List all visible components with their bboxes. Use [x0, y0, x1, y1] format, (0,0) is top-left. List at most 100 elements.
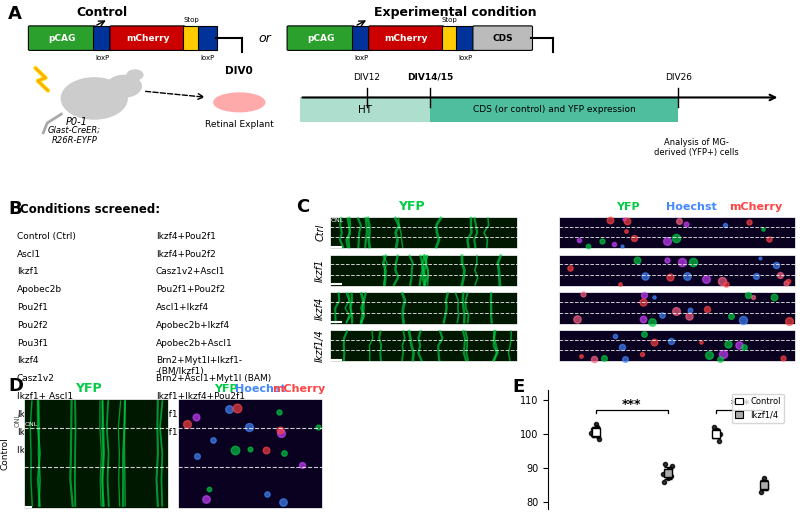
FancyBboxPatch shape: [430, 98, 678, 122]
Text: Apobec2b+Ikzf4: Apobec2b+Ikzf4: [156, 321, 230, 330]
Text: Retinal Explant: Retinal Explant: [205, 120, 274, 129]
Text: mCherry: mCherry: [126, 33, 170, 42]
Text: Hoechst: Hoechst: [235, 384, 286, 394]
Text: Experimental condition: Experimental condition: [374, 6, 536, 19]
FancyBboxPatch shape: [28, 26, 96, 50]
FancyBboxPatch shape: [300, 98, 430, 122]
Text: Ikzf1+Ikzf4+Pou2f2: Ikzf1+Ikzf4+Pou2f2: [156, 410, 245, 419]
FancyBboxPatch shape: [457, 26, 475, 50]
FancyBboxPatch shape: [559, 292, 795, 323]
Text: Hoechst: Hoechst: [666, 202, 717, 212]
Text: ONL: ONL: [25, 422, 38, 427]
FancyBboxPatch shape: [330, 292, 517, 323]
Text: Ikzf4+Pou2f2: Ikzf4+Pou2f2: [156, 250, 216, 259]
Text: P0-1: P0-1: [66, 118, 88, 127]
Text: Control: Control: [0, 437, 10, 470]
Circle shape: [106, 75, 142, 97]
Text: Conditions screened:: Conditions screened:: [20, 203, 160, 216]
Text: pCAG: pCAG: [49, 33, 76, 42]
Text: Ikzf1+Apobec2b: Ikzf1+Apobec2b: [17, 410, 91, 419]
Text: loxP: loxP: [458, 55, 473, 61]
Text: CDS: CDS: [492, 33, 513, 42]
Text: mCherry: mCherry: [729, 202, 782, 212]
FancyBboxPatch shape: [559, 330, 795, 361]
Text: YFP: YFP: [398, 200, 425, 213]
Text: ***: ***: [622, 398, 642, 411]
Text: Control (Ctrl): Control (Ctrl): [17, 232, 76, 241]
Text: Stop: Stop: [442, 17, 458, 23]
FancyBboxPatch shape: [287, 26, 354, 50]
Text: Ikzf1+Ikzf4 (Ikzf1/4): Ikzf1+Ikzf4 (Ikzf1/4): [17, 446, 108, 455]
Text: ONL: ONL: [14, 413, 20, 428]
Circle shape: [127, 70, 143, 80]
Text: loxP: loxP: [96, 55, 110, 61]
Text: Ascl1: Ascl1: [17, 250, 41, 259]
Text: D: D: [8, 377, 23, 395]
Text: Ikzf1+Ikzf4+Apobec2b: Ikzf1+Ikzf4+Apobec2b: [156, 428, 259, 437]
FancyBboxPatch shape: [473, 26, 533, 50]
Text: ONL: ONL: [331, 218, 344, 223]
Text: Ctrl: Ctrl: [315, 224, 326, 241]
Text: Casz1v2+Ascl1: Casz1v2+Ascl1: [156, 267, 226, 276]
Text: Ascl1+Ikzf4: Ascl1+Ikzf4: [156, 303, 209, 312]
Text: Brn2+Ascl1+Myt1l (BAM): Brn2+Ascl1+Myt1l (BAM): [156, 374, 271, 383]
Text: Glast-CreER;
R26R-EYFP: Glast-CreER; R26R-EYFP: [48, 125, 102, 145]
Text: Brn2+Myt1l+Ikzf1-
-(BM/Ikzf1): Brn2+Myt1l+Ikzf1- -(BM/Ikzf1): [156, 357, 242, 376]
Text: Stop: Stop: [183, 17, 199, 23]
Text: loxP: loxP: [200, 55, 214, 61]
FancyBboxPatch shape: [178, 400, 322, 508]
Text: HT: HT: [358, 105, 372, 114]
Text: mCherry: mCherry: [385, 33, 428, 42]
Text: CDS (or control) and YFP expression: CDS (or control) and YFP expression: [473, 105, 636, 114]
FancyBboxPatch shape: [330, 217, 517, 248]
Text: Ikzf1+Pou3f1: Ikzf1+Pou3f1: [17, 428, 77, 437]
Text: DIV0: DIV0: [226, 66, 253, 76]
Text: mCherry: mCherry: [273, 384, 326, 394]
Text: E: E: [512, 377, 524, 395]
FancyBboxPatch shape: [24, 400, 168, 508]
FancyBboxPatch shape: [110, 26, 185, 50]
FancyBboxPatch shape: [183, 26, 199, 50]
Text: DIV12: DIV12: [354, 73, 381, 82]
Text: YFP: YFP: [616, 202, 640, 212]
Text: Analysis of MG-
derived (YFP+) cells: Analysis of MG- derived (YFP+) cells: [654, 138, 738, 157]
FancyBboxPatch shape: [559, 254, 795, 286]
Text: Casz1v2: Casz1v2: [17, 374, 54, 383]
Text: Apobec2b+Ascl1: Apobec2b+Ascl1: [156, 339, 233, 348]
FancyBboxPatch shape: [330, 330, 517, 361]
FancyBboxPatch shape: [369, 26, 444, 50]
Text: Ikzf1/4: Ikzf1/4: [315, 329, 326, 362]
FancyBboxPatch shape: [330, 254, 517, 286]
Text: B: B: [8, 200, 22, 218]
FancyBboxPatch shape: [198, 26, 217, 50]
Text: Control: Control: [77, 6, 128, 19]
FancyBboxPatch shape: [559, 217, 795, 248]
Text: Pou2f1+Pou2f2: Pou2f1+Pou2f2: [156, 285, 225, 294]
Text: YFP: YFP: [74, 382, 102, 395]
FancyBboxPatch shape: [442, 26, 458, 50]
Text: Ikzf1: Ikzf1: [17, 267, 38, 276]
Text: YFP: YFP: [214, 384, 238, 394]
Text: Ikzf1: Ikzf1: [315, 259, 326, 282]
Text: Ikzf1+Ikzf4+Pou2f1: Ikzf1+Ikzf4+Pou2f1: [156, 392, 245, 401]
Text: Apobec2b: Apobec2b: [17, 285, 62, 294]
Text: Pou2f2: Pou2f2: [17, 321, 48, 330]
Text: DIV14/15: DIV14/15: [406, 73, 453, 82]
Text: or: or: [258, 32, 271, 45]
Legend: Control, Ikzf1/4: Control, Ikzf1/4: [732, 394, 784, 422]
Text: Ikzf4: Ikzf4: [315, 296, 326, 320]
Text: Ikzf4+Pou2f1: Ikzf4+Pou2f1: [156, 232, 216, 241]
Text: ***: ***: [730, 398, 750, 411]
Text: Pou2f1: Pou2f1: [17, 303, 48, 312]
Text: Ikzf1+ Ascl1: Ikzf1+ Ascl1: [17, 392, 73, 401]
FancyBboxPatch shape: [94, 26, 112, 50]
Text: DIV26: DIV26: [665, 73, 692, 82]
Text: C: C: [296, 198, 309, 216]
Text: loxP: loxP: [354, 55, 369, 61]
Text: pCAG: pCAG: [307, 33, 334, 42]
Ellipse shape: [214, 93, 265, 112]
Text: Ikzf4: Ikzf4: [17, 357, 38, 366]
Circle shape: [62, 78, 127, 119]
Text: A: A: [8, 5, 22, 23]
Text: Pou3f1: Pou3f1: [17, 339, 48, 348]
